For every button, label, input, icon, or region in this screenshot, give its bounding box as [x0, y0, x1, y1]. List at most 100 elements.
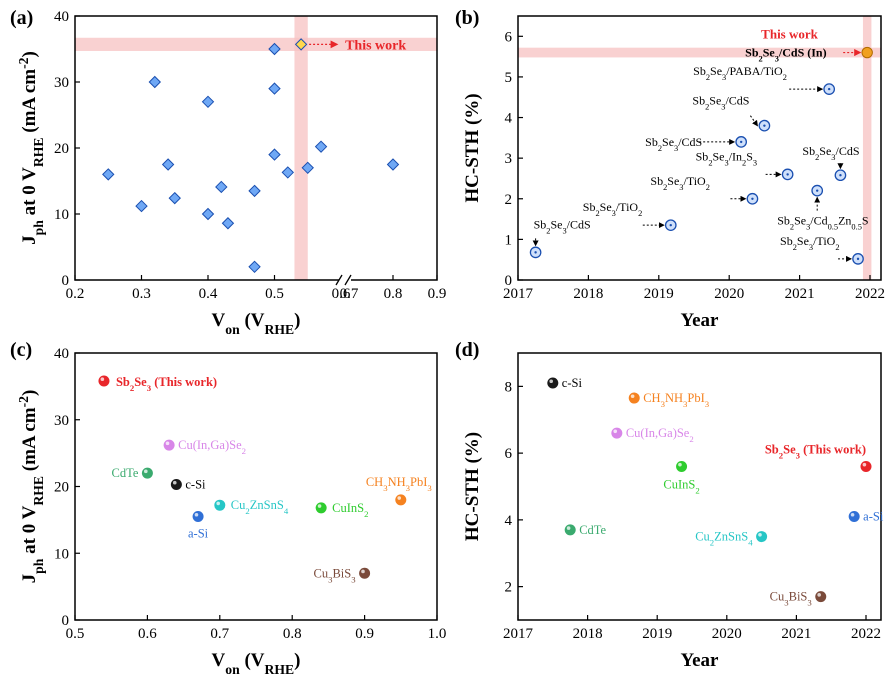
y-tick-label: 6 — [505, 29, 513, 45]
panel-label: (c) — [10, 339, 32, 361]
data-point — [315, 502, 327, 514]
x-tick-label: 0.9 — [355, 626, 374, 642]
data-point — [215, 180, 228, 194]
data-point-center — [751, 197, 754, 200]
y-tick-label: 3 — [505, 151, 513, 167]
x-tick-label: 2017 — [503, 286, 534, 302]
y-tick-label: 5 — [505, 70, 513, 86]
y-tick-label: 4 — [505, 513, 513, 529]
data-point — [170, 478, 182, 490]
data-point — [161, 158, 175, 171]
point-label: Sb2Se3/TiO2 — [583, 200, 643, 218]
data-point-center — [839, 174, 842, 177]
x-axis-title: Year — [681, 650, 720, 671]
point-label: CuInS2 — [663, 477, 699, 495]
data-point-shine — [630, 394, 635, 399]
x-tick-label: 2021 — [785, 286, 815, 302]
y-tick-label: 1 — [505, 232, 513, 248]
data-point — [135, 199, 148, 213]
data-point-shine — [850, 512, 855, 517]
point-label: Cu3BiS3 — [313, 566, 356, 584]
data-point — [163, 439, 175, 451]
data-point — [314, 140, 328, 153]
x-tick-label: 2021 — [781, 626, 811, 642]
highlight-band-vertical — [862, 16, 872, 280]
data-point — [281, 166, 295, 179]
point-label: Cu2ZnSnS4 — [695, 530, 753, 548]
x-tick-label: 2022 — [851, 626, 881, 642]
this-work-point — [294, 38, 308, 51]
x-tick-label: 0.6 — [138, 626, 157, 642]
y-axis-title: Jph at 0 VRHE (mA cm-2) — [16, 51, 46, 245]
y-axis-title: HC-STH (%) — [462, 432, 483, 541]
point-label: Cu(In,Ga)Se2 — [626, 426, 694, 444]
axis-break-gap — [339, 274, 351, 286]
point-label: Sb2Se3/In2S3 — [696, 149, 757, 167]
panel-d: 2017 2018 2019 2020 2021 2022 2 4 6 8 Year HC-STH (… — [462, 352, 884, 671]
y-tick-label: 30 — [54, 75, 69, 91]
panel-label: (a) — [10, 7, 33, 29]
panel-a: 0.2 0.3 0.4 0.5 0.60.7 0.8 0.9 0 10 20 30 40 Von (VR… — [16, 9, 447, 337]
data-point — [168, 191, 181, 205]
data-point-center — [763, 124, 766, 127]
y-tick-label: 2 — [505, 580, 513, 596]
data-point — [860, 460, 872, 472]
this-work-point — [861, 46, 873, 59]
x-tick-label: 2018 — [573, 286, 603, 302]
point-label: Cu(In,Ga)Se2 — [178, 438, 246, 456]
data-point — [102, 168, 115, 181]
point-label: Sb2Se3/PABA/TiO2 — [693, 64, 787, 82]
point-label: Sb2Se3/CdS — [645, 135, 702, 153]
point-label: Sb2Se3/TiO2 — [780, 234, 840, 252]
point-label: CH3NH3PbI3 — [366, 475, 433, 493]
x-tick-label: 1.0 — [428, 626, 447, 642]
data-point — [268, 42, 281, 56]
y-tick-label: 30 — [54, 413, 69, 429]
y-tick-label: 0 — [62, 613, 70, 629]
x-tick-label: 0.7 — [210, 626, 229, 642]
data-point — [301, 161, 314, 175]
data-point — [386, 158, 400, 171]
data-point-shine — [172, 480, 177, 485]
y-axis-title: HC-STH (%) — [462, 93, 483, 202]
y-tick-label: 40 — [54, 346, 69, 362]
data-point — [248, 184, 261, 198]
data-point-shine — [758, 532, 762, 537]
x-tick-label: 0.7 — [340, 286, 359, 302]
plot-frame — [517, 15, 882, 281]
plot-frame — [74, 15, 438, 281]
point-label: Cu2ZnSnS4 — [231, 498, 289, 516]
data-point-center — [856, 257, 860, 261]
x-axis-title: Von (VRHE) — [212, 650, 301, 677]
point-label: Sb2Se3/TiO2 — [650, 174, 710, 192]
panel-c: 0.5 0.6 0.7 0.8 0.9 1.0 0 10 20 30 40 Von (VRHE) Jph… — [16, 346, 447, 677]
highlight-band-vertical — [294, 16, 308, 280]
data-point-shine — [817, 593, 821, 597]
y-tick-label: 10 — [54, 207, 69, 223]
y-tick-label: 0 — [505, 273, 513, 289]
data-point — [268, 82, 281, 95]
axis-break-mark — [335, 274, 343, 286]
data-point-shine — [613, 429, 618, 434]
y-tick-label: 40 — [54, 9, 69, 25]
y-tick-label: 4 — [505, 111, 513, 127]
label-leader — [749, 115, 758, 127]
x-tick-label: 0.5 — [66, 626, 85, 642]
data-point — [815, 591, 827, 603]
y-tick-label: 8 — [505, 379, 513, 395]
data-point-shine — [678, 462, 682, 467]
this-work-title: This work — [761, 27, 818, 42]
data-point-shine — [100, 377, 105, 382]
point-label: Cu3BiS3 — [770, 590, 813, 608]
data-point-shine — [165, 441, 170, 446]
x-axis-title: Year — [681, 310, 720, 331]
y-tick-label: 6 — [505, 446, 513, 462]
data-point — [359, 567, 371, 579]
data-point — [547, 377, 559, 389]
data-point-shine — [317, 504, 322, 508]
data-point-shine — [566, 526, 571, 530]
x-tick-label: 0.3 — [132, 286, 151, 302]
data-point-shine — [194, 512, 199, 517]
data-point — [676, 460, 688, 472]
panel-b: 2017 2018 2019 2020 2021 2022 0 1 2 3 4 5 6 Year HC-ST… — [462, 15, 885, 331]
